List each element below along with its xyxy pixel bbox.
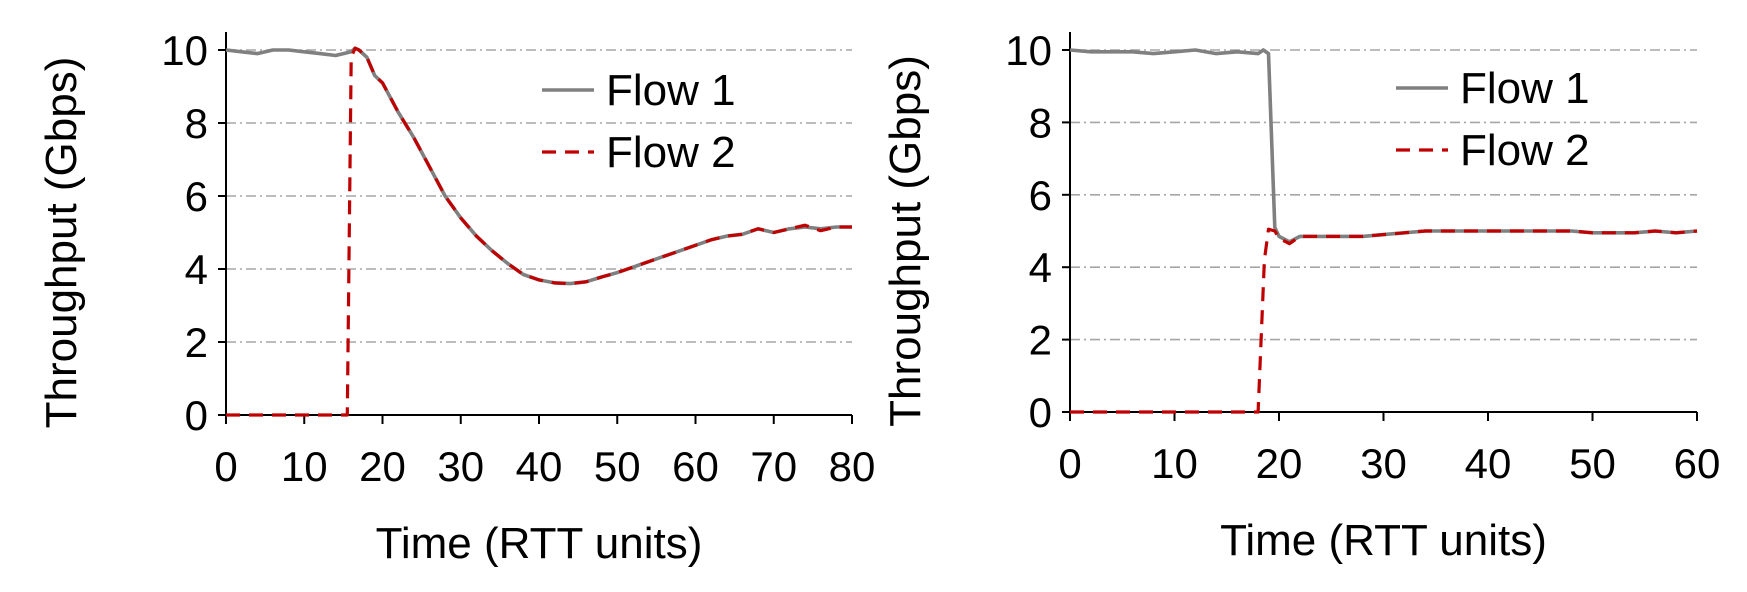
x-tick-label: 50 [594, 443, 641, 490]
y-tick-label: 0 [1029, 389, 1052, 436]
x-tick-label: 0 [214, 443, 237, 490]
x-tick-label: 10 [281, 443, 328, 490]
x-tick-label: 60 [1674, 440, 1721, 487]
series-line-flow-2 [226, 46, 852, 417]
x-tick-label: 20 [359, 443, 406, 490]
legend-label: Flow 1 [606, 66, 736, 115]
legend: Flow 1 Flow 2 [542, 66, 736, 177]
x-tick-label: 40 [516, 443, 563, 490]
y-tick-label: 6 [185, 173, 208, 220]
series-line-flow-2 [1070, 227, 1698, 414]
x-tick-label: 70 [750, 443, 797, 490]
y-tick-label: 6 [1029, 172, 1052, 219]
y-tick-label: 4 [1029, 244, 1052, 291]
chart-panel-2: 0 2 4 6 8 10 0 10 20 30 40 50 60 Time (RTT units) Thro… [881, 27, 1720, 565]
y-tick-label: 4 [185, 246, 208, 293]
x-tick-label: 60 [672, 443, 719, 490]
y-tick-label: 8 [1029, 99, 1052, 146]
x-tick-label: 30 [1360, 440, 1407, 487]
y-tick-label: 10 [1005, 27, 1052, 74]
y-tick-label: 0 [185, 392, 208, 439]
x-tick-label: 80 [829, 443, 876, 490]
y-tick-label: 8 [185, 100, 208, 147]
series-line-flow-1 [1069, 48, 1698, 244]
y-tick-label: 2 [185, 319, 208, 366]
legend: Flow 1 Flow 2 [1396, 64, 1590, 175]
x-axis-label: Time (RTT units) [376, 519, 703, 568]
x-tick-label: 20 [1256, 440, 1303, 487]
y-axis-label: Throughput (Gbps) [881, 55, 930, 427]
y-tick-label: 10 [161, 27, 208, 74]
x-axis-label: Time (RTT units) [1220, 516, 1547, 565]
legend-label: Flow 2 [1460, 126, 1590, 175]
y-axis-label: Throughput (Gbps) [37, 57, 86, 429]
x-tick-label: 40 [1465, 440, 1512, 487]
x-tick-label: 50 [1569, 440, 1616, 487]
legend-label: Flow 1 [1460, 64, 1590, 113]
x-tick-label: 0 [1058, 440, 1081, 487]
series-line-flow-1 [225, 46, 852, 286]
chart-panel-1: 0 2 4 6 8 10 0 10 20 30 40 50 60 70 80 Time (RTT units)… [37, 27, 875, 568]
legend-label: Flow 2 [606, 128, 736, 177]
y-tick-label: 2 [1029, 317, 1052, 364]
x-tick-label: 10 [1151, 440, 1198, 487]
x-tick-label: 30 [437, 443, 484, 490]
